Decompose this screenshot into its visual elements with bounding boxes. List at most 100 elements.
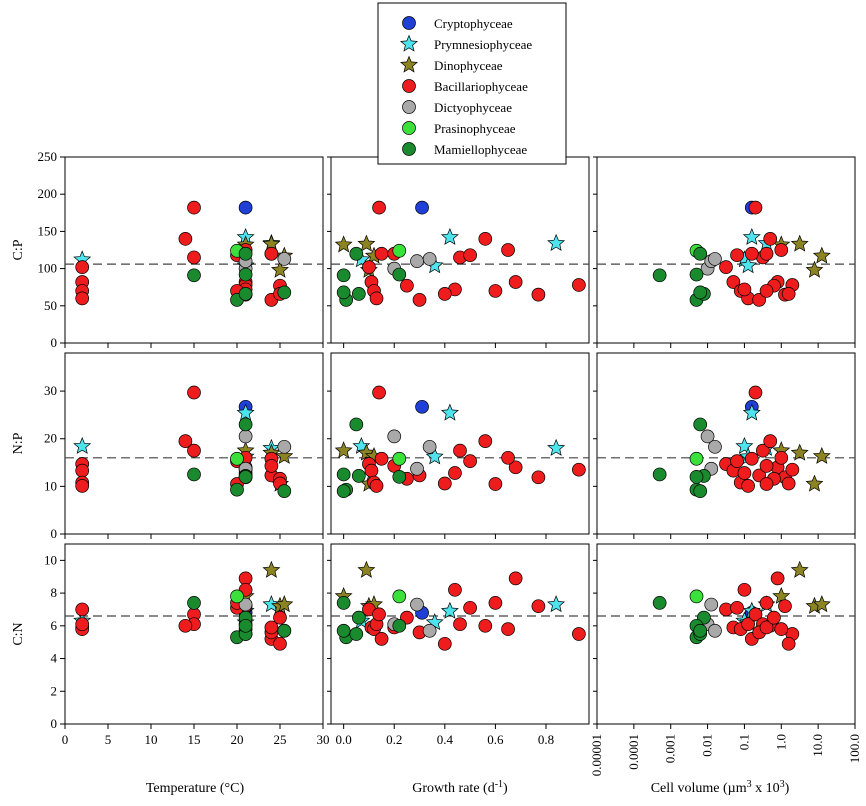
data-point-bacillariophyceae: [372, 385, 386, 400]
data-point-prymnesiophyceae: [742, 403, 761, 421]
data-point-bacillariophyceae: [501, 450, 515, 465]
prasinophyceae-legend-marker: [402, 121, 416, 135]
data-point-dictyophyceae: [708, 252, 722, 266]
data-point-dictyophyceae: [704, 597, 719, 612]
data-point-dinophyceae: [812, 246, 831, 264]
data-point-bacillariophyceae: [737, 466, 752, 480]
data-point-mamiellophyceae: [238, 287, 253, 301]
data-point-mamiellophyceae: [238, 469, 253, 484]
data-point-mamiellophyceae: [689, 267, 704, 282]
data-point-prymnesiophyceae: [739, 256, 758, 274]
data-point-mamiellophyceae: [336, 467, 351, 482]
data-point-dinophyceae: [262, 560, 281, 578]
data-point-mamiellophyceae: [277, 623, 292, 638]
data-point-dictyophyceae: [422, 252, 437, 266]
data-point-bacillariophyceae: [488, 284, 503, 298]
data-point-prasinophyceae: [689, 589, 704, 604]
data-point-mamiellophyceae: [693, 623, 708, 638]
y-tick-label: 6: [51, 618, 58, 633]
data-point-bacillariophyceae: [369, 479, 384, 493]
data-point-bacillariophyceae: [75, 602, 90, 617]
x-tick-label: 1.0: [773, 734, 788, 750]
data-point-bacillariophyceae: [369, 291, 384, 306]
data-point-prymnesiophyceae: [440, 227, 459, 245]
data-point-mamiellophyceae: [336, 596, 351, 610]
data-point-dictyophyceae: [708, 623, 722, 638]
legend-label-bacillariophyceae: Bacillariophyceae: [434, 79, 528, 94]
y-tick-label: 150: [38, 223, 58, 238]
data-point-bacillariophyceae: [374, 246, 389, 261]
data-point-prymnesiophyceae: [73, 436, 92, 454]
data-point-bacillariophyceae: [763, 231, 778, 246]
panel-frame: [330, 352, 590, 535]
data-point-prasinophyceae: [689, 451, 704, 466]
y-axis-label: C:N: [11, 622, 26, 645]
x-tick-label: 10.0: [810, 734, 825, 757]
data-point-mamiellophyceae: [351, 610, 366, 625]
y-tick-label: 50: [44, 298, 57, 313]
data-point-mamiellophyceae: [652, 467, 667, 482]
panel-frame: [596, 352, 856, 535]
panel-frame: [64, 156, 324, 344]
x-tick-label: 0: [62, 732, 69, 747]
y-tick-label: 4: [51, 651, 58, 666]
data-point-dictyophyceae: [238, 429, 253, 444]
x-tick-label: 15: [188, 732, 201, 747]
data-point-mamiellophyceae: [238, 246, 253, 261]
data-point-cryptophyceae: [415, 200, 429, 215]
data-point-mamiellophyceae: [277, 484, 292, 498]
x-tick-label: 0.1: [736, 734, 751, 750]
data-point-bacillariophyceae: [508, 275, 523, 289]
legend-label-dictyophyceae: Dictyophyceae: [434, 100, 512, 115]
legend-label-dinophyceae: Dinophyceae: [434, 58, 503, 73]
data-point-bacillariophyceae: [781, 287, 796, 301]
data-point-mamiellophyceae: [336, 285, 351, 300]
data-point-mamiellophyceae: [652, 596, 667, 610]
y-axis-label: C:P: [11, 239, 26, 260]
data-point-dinophyceae: [790, 234, 809, 252]
data-point-bacillariophyceae: [730, 248, 744, 263]
data-point-mamiellophyceae: [351, 287, 366, 301]
data-point-prymnesiophyceae: [547, 438, 566, 456]
x-tick-label: 0.6: [487, 732, 504, 747]
x-tick-label: 0.4: [437, 732, 454, 747]
x-tick-label: 25: [274, 732, 287, 747]
mamiellophyceae-legend-marker: [402, 142, 416, 156]
data-point-bacillariophyceae: [448, 582, 462, 597]
legend-label-prymnesiophyceae: Prymnesiophyceae: [434, 37, 532, 52]
data-point-prymnesiophyceae: [742, 227, 761, 245]
data-point-bacillariophyceae: [264, 246, 279, 261]
data-point-bacillariophyceae: [785, 462, 800, 477]
data-point-bacillariophyceae: [744, 451, 759, 466]
data-point-mamiellophyceae: [336, 623, 351, 638]
data-point-dinophyceae: [357, 234, 376, 252]
data-point-bacillariophyceae: [748, 607, 763, 622]
data-point-mamiellophyceae: [349, 627, 364, 641]
data-point-bacillariophyceae: [737, 282, 752, 297]
y-tick-label: 0: [51, 716, 58, 731]
data-point-bacillariophyceae: [372, 607, 386, 622]
data-point-prymnesiophyceae: [425, 447, 444, 465]
x-tick-label: 100.0: [847, 734, 862, 763]
bacillariophyceae-legend-marker: [402, 79, 416, 93]
data-point-bacillariophyceae: [531, 470, 546, 485]
data-point-bacillariophyceae: [374, 632, 389, 646]
data-point-bacillariophyceae: [501, 622, 515, 636]
y-tick-label: 2: [51, 683, 58, 698]
data-point-dictyophyceae: [422, 439, 437, 454]
data-point-dictyophyceae: [422, 623, 437, 638]
data-point-mamiellophyceae: [693, 484, 708, 498]
data-point-bacillariophyceae: [178, 434, 193, 448]
y-tick-label: 30: [44, 383, 57, 398]
data-point-bacillariophyceae: [737, 582, 752, 597]
data-point-bacillariophyceae: [572, 462, 586, 477]
data-point-bacillariophyceae: [719, 260, 733, 274]
x-tick-label: 30: [317, 732, 330, 747]
dictyophyceae-legend-marker: [402, 100, 416, 114]
data-point-bacillariophyceae: [75, 463, 90, 478]
data-point-bacillariophyceae: [264, 620, 279, 635]
data-point-bacillariophyceae: [531, 599, 546, 614]
data-point-bacillariophyceae: [730, 454, 744, 468]
data-point-dinophyceae: [812, 595, 831, 613]
